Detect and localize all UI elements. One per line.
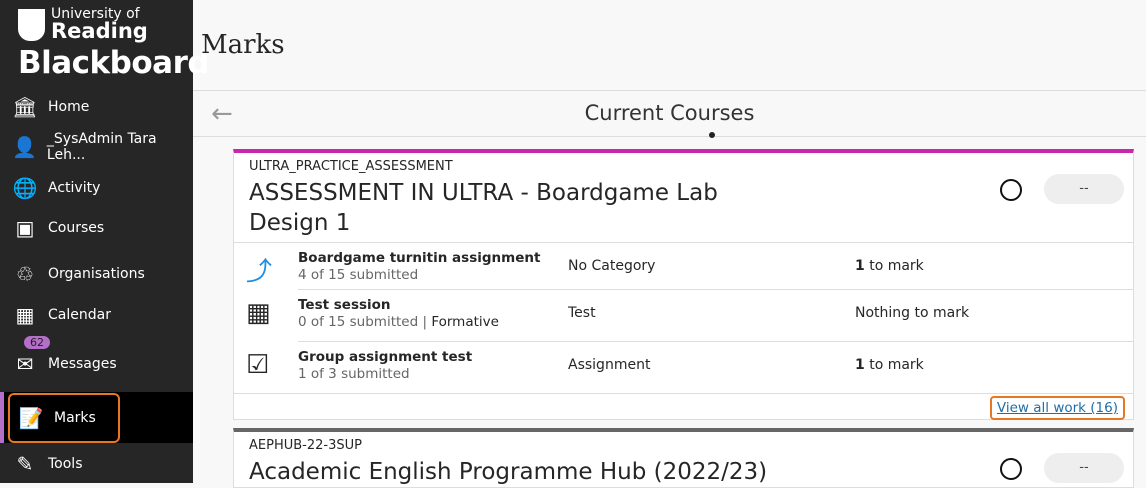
assignment-icon: ☑ (246, 350, 270, 380)
blackboard-logo: Blackboard (18, 45, 210, 81)
turnitin-icon: ⤴ (246, 257, 273, 287)
pie-chart-icon[interactable] (1000, 179, 1022, 201)
logo: University of Reading Blackboard (0, 0, 210, 90)
overall-grade-pill[interactable]: -- (1044, 453, 1124, 483)
section-header: ← Current Courses (193, 90, 1146, 138)
course-title[interactable]: ASSESSMENT IN ULTRA - Boardgame Lab Desi… (249, 180, 718, 236)
item-name[interactable]: Test session (298, 297, 391, 313)
crest-icon (18, 8, 45, 41)
tools-icon: ✎ (16, 452, 34, 476)
list-item[interactable]: ⤴ Boardgame turnitin assignment 4 of 15 … (234, 243, 1133, 293)
label: _SysAdmin Tara Leh... (46, 131, 157, 163)
course-title[interactable]: Academic English Programme Hub (2022/23) (249, 459, 768, 485)
sidebar-item-marks[interactable]: 📝 Marks (0, 392, 193, 443)
label: Activity (48, 180, 101, 196)
label: Marks (54, 409, 96, 426)
message-count-badge: 62 (24, 336, 50, 349)
to-mark-status: 1 to mark (855, 357, 924, 373)
to-mark-status: 1 to mark (855, 258, 924, 274)
section-title: Current Courses (584, 101, 755, 125)
page-title: Marks (201, 30, 285, 60)
item-name[interactable]: Boardgame turnitin assignment (298, 250, 541, 266)
test-icon: ▦ (246, 298, 271, 328)
sidebar-item-organisations[interactable]: ♲ Organisations (0, 254, 193, 294)
university-text: University of (51, 6, 140, 22)
sidebar-item-calendar[interactable]: ▦ Calendar (0, 295, 193, 335)
category: No Category (568, 258, 656, 274)
sidebar-item-home[interactable]: 🏛 Home (0, 87, 193, 127)
submitted-count: 1 of 3 submitted (298, 366, 410, 382)
courses-icon: ▣ (15, 216, 35, 240)
organisations-icon: ♲ (16, 262, 34, 286)
label: Organisations (48, 266, 145, 282)
sidebar-item-profile[interactable]: 👤 _SysAdmin Tara Leh... (0, 127, 193, 167)
pie-chart-icon[interactable] (1000, 458, 1022, 480)
label: Tools (48, 456, 83, 472)
course-card: ULTRA_PRACTICE_ASSESSMENT ASSESSMENT IN … (233, 149, 1134, 420)
course-card: AEPHUB-22-3SUP Academic English Programm… (233, 428, 1134, 488)
page-indicator-dot[interactable] (709, 132, 715, 138)
course-code: ULTRA_PRACTICE_ASSESSMENT (249, 159, 453, 174)
reading-text: Reading (51, 19, 148, 43)
label: Messages (48, 356, 117, 372)
back-arrow-icon[interactable]: ← (211, 99, 233, 129)
submitted-count: 4 of 15 submitted (298, 267, 419, 283)
label: Calendar (48, 307, 111, 323)
calendar-icon: ▦ (15, 303, 35, 327)
sidebar-item-activity[interactable]: 🌐 Activity (0, 168, 193, 208)
sidebar-item-messages[interactable]: ✉ 62 Messages (0, 336, 193, 384)
course-code: AEPHUB-22-3SUP (249, 438, 362, 453)
globe-icon: 🌐 (12, 176, 38, 200)
item-name[interactable]: Group assignment test (298, 349, 473, 365)
marks-icon: 📝 (18, 405, 44, 430)
category: Assignment (568, 357, 651, 373)
submitted-count: 0 of 15 submitted | Formative (298, 314, 499, 330)
list-item[interactable]: ☑ Group assignment test 1 of 3 submitted… (234, 342, 1133, 392)
view-all-work-link[interactable]: View all work (16) (989, 396, 1125, 420)
sidebar-item-tools[interactable]: ✎ Tools (0, 444, 193, 484)
sidebar-item-courses[interactable]: ▣ Courses (0, 208, 193, 248)
list-item[interactable]: ▦ Test session 0 of 15 submitted | Forma… (234, 290, 1133, 340)
envelope-icon: ✉ (16, 352, 34, 376)
category: Test (568, 305, 596, 321)
label: Courses (48, 220, 105, 236)
overall-grade-pill[interactable]: -- (1044, 174, 1124, 204)
label: Home (48, 99, 90, 115)
user-icon: 👤 (12, 135, 37, 159)
institution-icon: 🏛 (12, 95, 38, 119)
to-mark-status: Nothing to mark (855, 305, 970, 321)
sidebar: University of Reading Blackboard 🏛 Home 👤 _… (0, 0, 210, 484)
